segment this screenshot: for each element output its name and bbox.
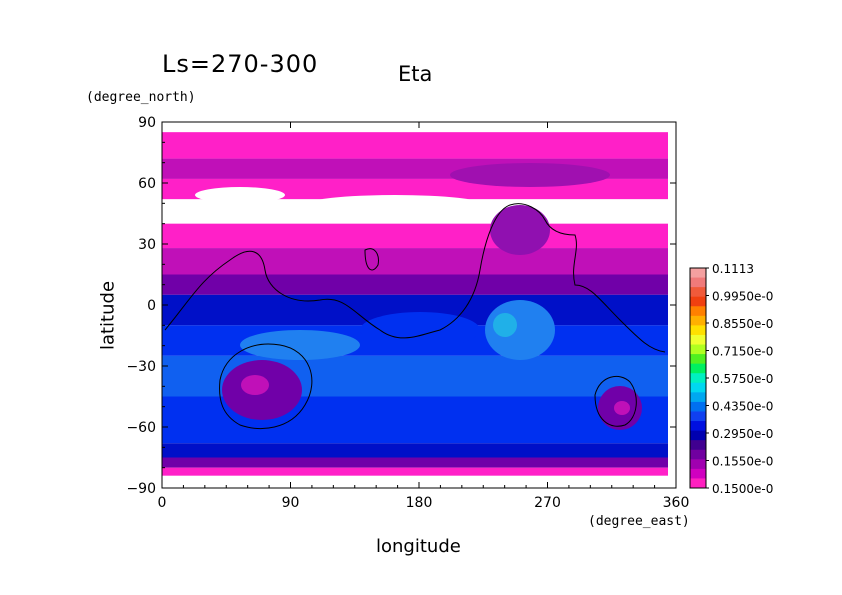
field-band-13 [162,457,668,468]
colorbar: 0.1113 0.9950e-0 0.8550e-0 0.7150e-0 0.5750e… [689,262,773,496]
field-feature-10 [195,187,285,203]
colorbar-swatch [690,478,706,489]
contour-field [162,122,676,488]
colorbar-label: 0.8550e-0 [712,317,773,331]
y-tick-label: −90 [126,481,156,497]
y-tick-label: 60 [138,176,156,192]
colorbar-label: 0.5750e-0 [712,372,773,386]
colorbar-swatch [690,325,706,336]
y-axis-unit: (degree_north) [86,90,196,105]
x-tick-label: 270 [534,495,561,511]
field-feature-7 [614,401,630,415]
field-feature-8 [240,330,360,360]
colorbar-label: 0.9950e-0 [712,290,773,304]
colorbar-swatch [690,421,706,432]
topography-contour [164,203,666,429]
colorbar-label: 0.1500e-0 [712,482,773,496]
topography-line-0 [164,203,666,353]
colorbar-swatch [690,268,706,279]
colorbar-label: 0.7150e-0 [712,345,773,359]
y-axis-label: latitude [97,280,119,351]
x-axis-label: longitude [376,536,461,557]
field-feature-0 [450,163,610,187]
colorbar-swatch [690,354,706,365]
field-band-0 [162,122,668,133]
y-tick-label: 90 [138,115,156,131]
colorbar-label: 0.2950e-0 [712,427,773,441]
colorbar-swatch [690,411,706,422]
y-tick-label: −30 [126,359,156,375]
colorbar-swatch [690,468,706,479]
colorbar-label: 0.1550e-0 [712,455,773,469]
colorbar-label: 0.4350e-0 [712,400,773,414]
field-feature-3 [493,313,517,337]
colorbar-swatch [690,401,706,412]
chart-subtitle: Ls=270-300 [162,50,319,78]
chart-title: Eta [398,62,433,86]
colorbar-swatch [690,363,706,374]
field-feature-1 [490,205,550,255]
colorbar-swatch [690,459,706,470]
field-band-5 [162,223,668,249]
colorbar-swatch [690,334,706,346]
colorbar-swatch [690,315,706,326]
colorbar-swatch [690,344,706,355]
field-band-7 [162,274,668,295]
field-feature-9 [360,312,480,348]
x-tick-label: 90 [282,495,300,511]
field-band-6 [162,248,668,275]
topography-line-2 [219,343,313,429]
colorbar-swatch [690,306,706,317]
colorbar-swatch [690,296,706,307]
x-axis-unit: (degree_east) [588,514,690,529]
field-feature-11 [305,195,485,215]
x-tick-label: 180 [406,495,433,511]
axis-ticks: 0 90 180 270 360 90 60 30 0 −30 −60 −90 [126,115,689,511]
x-tick-label: 360 [663,495,690,511]
topography-line-3 [594,375,637,427]
topography-line-1 [364,248,379,271]
field-band-12 [162,443,668,458]
field-band-15 [162,475,668,488]
colorbar-swatch [690,392,706,403]
y-tick-label: −60 [126,420,156,436]
field-band-14 [162,467,668,476]
y-tick-label: 30 [138,237,156,253]
field-band-1 [162,132,668,159]
y-tick-label: 0 [147,298,156,314]
colorbar-swatch [690,277,706,288]
colorbar-label: 0.1113 [712,262,754,276]
colorbar-swatch [690,382,706,393]
colorbar-swatch [690,430,706,441]
colorbar-swatch [690,287,706,298]
field-feature-5 [241,375,269,395]
colorbar-swatch [690,440,706,451]
colorbar-swatch [690,373,706,384]
x-tick-label: 0 [158,495,167,511]
colorbar-swatch [690,449,706,460]
